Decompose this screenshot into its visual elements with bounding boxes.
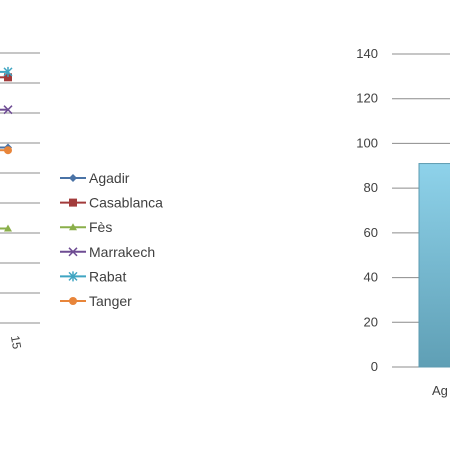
y-tick-label: 0	[371, 359, 378, 374]
legend-marker-1	[69, 198, 77, 207]
line-point-2	[4, 224, 12, 232]
y-tick-label: 80	[364, 180, 378, 195]
legend-item-5: Tanger	[60, 293, 132, 309]
line-point-5	[4, 146, 12, 155]
line-chart-gridlines	[0, 52, 40, 324]
legend-label-3: Marrakech	[89, 244, 155, 260]
y-tick-label: 20	[364, 314, 378, 329]
y-tick-label: 140	[356, 46, 378, 61]
legend-label-4: Rabat	[89, 268, 126, 284]
bar-chart: 0 20 40 60 80 100 120 140 Ag	[356, 46, 450, 398]
line-chart-series	[0, 66, 13, 232]
bar-chart-bars	[418, 163, 450, 368]
legend-marker-3	[68, 247, 78, 257]
line-chart: 15 Agadir Casablanca Fès Marrakech Rabat Tang…	[0, 52, 163, 351]
line-chart-x-tick-label: 15	[8, 335, 24, 351]
legend-item-3: Marrakech	[60, 244, 155, 260]
legend-marker-2	[69, 223, 77, 231]
legend-label-1: Casablanca	[89, 195, 163, 211]
legend-label-0: Agadir	[89, 170, 130, 186]
y-tick-label: 120	[356, 91, 378, 106]
line-point-4	[3, 66, 13, 77]
legend-marker-4	[68, 271, 78, 282]
legend-label-5: Tanger	[89, 293, 132, 309]
y-tick-label: 40	[364, 270, 378, 285]
line-point-3	[3, 105, 13, 115]
legend-label-2: Fès	[89, 219, 112, 235]
bar-agadir	[418, 163, 450, 368]
legend-item-4: Rabat	[60, 268, 126, 284]
y-tick-label: 60	[364, 225, 378, 240]
line-point-1	[4, 73, 12, 82]
y-tick-label: 100	[356, 135, 378, 150]
bar-chart-x-tick-label: Ag	[432, 383, 448, 398]
legend-item-1: Casablanca	[60, 195, 163, 211]
legend-item-2: Fès	[60, 219, 112, 235]
legend-item-0: Agadir	[60, 170, 130, 186]
legend-marker-5	[69, 297, 77, 305]
line-chart-legend: Agadir Casablanca Fès Marrakech Rabat Tanger	[60, 170, 163, 309]
bar-chart-y-axis: 0 20 40 60 80 100 120 140	[356, 46, 378, 374]
legend-marker-0	[69, 174, 77, 182]
